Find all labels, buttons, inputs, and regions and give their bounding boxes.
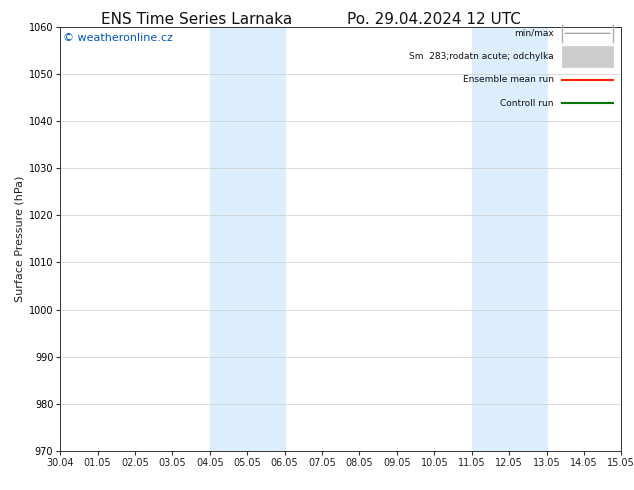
Bar	[472, 27, 547, 451]
Y-axis label: Surface Pressure (hPa): Surface Pressure (hPa)	[15, 176, 25, 302]
Text: Po. 29.04.2024 12 UTC: Po. 29.04.2024 12 UTC	[347, 12, 521, 27]
Text: Ensemble mean run: Ensemble mean run	[463, 75, 554, 84]
Text: Sm  283;rodatn acute; odchylka: Sm 283;rodatn acute; odchylka	[410, 52, 554, 61]
Bar	[562, 46, 613, 67]
Text: Controll run: Controll run	[500, 99, 554, 108]
Text: ENS Time Series Larnaka: ENS Time Series Larnaka	[101, 12, 292, 27]
Text: min/max: min/max	[514, 29, 554, 38]
Bar	[210, 27, 285, 451]
Text: © weatheronline.cz: © weatheronline.cz	[63, 33, 173, 43]
